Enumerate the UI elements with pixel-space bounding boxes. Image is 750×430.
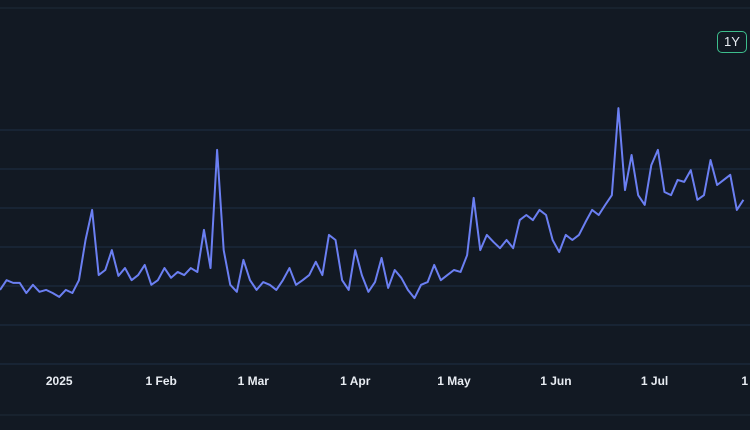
x-tick-label: 1 Mar xyxy=(238,374,270,388)
range-button[interactable]: 1Y xyxy=(717,31,747,53)
x-tick-label: 1 xyxy=(741,374,748,388)
x-tick-label: 1 May xyxy=(437,374,471,388)
x-tick-label: 1 Jun xyxy=(540,374,571,388)
line-series xyxy=(0,107,745,300)
x-tick-label: 1 Apr xyxy=(340,374,371,388)
x-tick-label: 2025 xyxy=(46,374,73,388)
x-tick-label: 1 Jul xyxy=(641,374,668,388)
x-tick-label: 1 Feb xyxy=(146,374,177,388)
